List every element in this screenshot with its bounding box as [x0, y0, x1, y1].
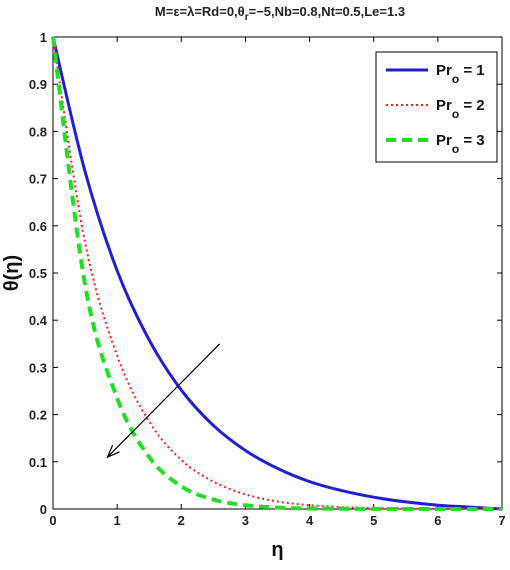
series-line-3 [51, 36, 502, 512]
x-axis-label: η [271, 539, 283, 561]
y-tick-label: 0.6 [29, 219, 47, 234]
chart-title: M=ε=λ=Rd=0,θr=−5,Nb=0.8,Nt=0.5,Le=1.3 [155, 4, 405, 23]
axis-ticks: 0 1 2 3 4 5 6 7 0 0.1 0.2 0.3 0.4 0.5 0.6 0.7 0.8 0.9 1 [29, 30, 506, 528]
y-tick-label: 1 [40, 30, 47, 45]
x-tick-label: 1 [114, 513, 121, 528]
legend: Pro = 1 Pro = 2 Pro = 3 [375, 51, 498, 163]
x-tick-label: 2 [178, 513, 185, 528]
x-tick-label: 5 [370, 513, 377, 528]
y-tick-label: 0 [40, 502, 47, 517]
legend-label-1: Pro = 1 [436, 62, 485, 86]
y-tick-label: 0.9 [29, 77, 47, 92]
x-tick-label: 3 [242, 513, 249, 528]
legend-label-2: Pro = 2 [436, 97, 485, 121]
x-tick-label: 4 [306, 513, 314, 528]
y-axis-label: θ(η) [1, 255, 23, 291]
y-tick-label: 0.5 [29, 266, 47, 281]
x-tick-label: 7 [498, 513, 505, 528]
legend-label-3: Pro = 3 [436, 132, 485, 156]
y-tick-label: 0.8 [29, 124, 47, 139]
series-line-1 [51, 36, 503, 511]
y-tick-label: 0.2 [29, 408, 47, 423]
x-tick-label: 6 [434, 513, 441, 528]
y-tick-label: 0.4 [29, 313, 48, 328]
arrow-annotation [107, 343, 221, 458]
x-tick-label: 0 [49, 513, 56, 528]
arrow-head [106, 444, 120, 459]
series-lines [51, 36, 503, 512]
y-tick-label: 0.3 [29, 360, 47, 375]
y-tick-label: 0.7 [29, 172, 47, 187]
series-line-2 [52, 36, 503, 510]
annotations [106, 343, 221, 459]
y-tick-label: 0.1 [29, 455, 47, 470]
